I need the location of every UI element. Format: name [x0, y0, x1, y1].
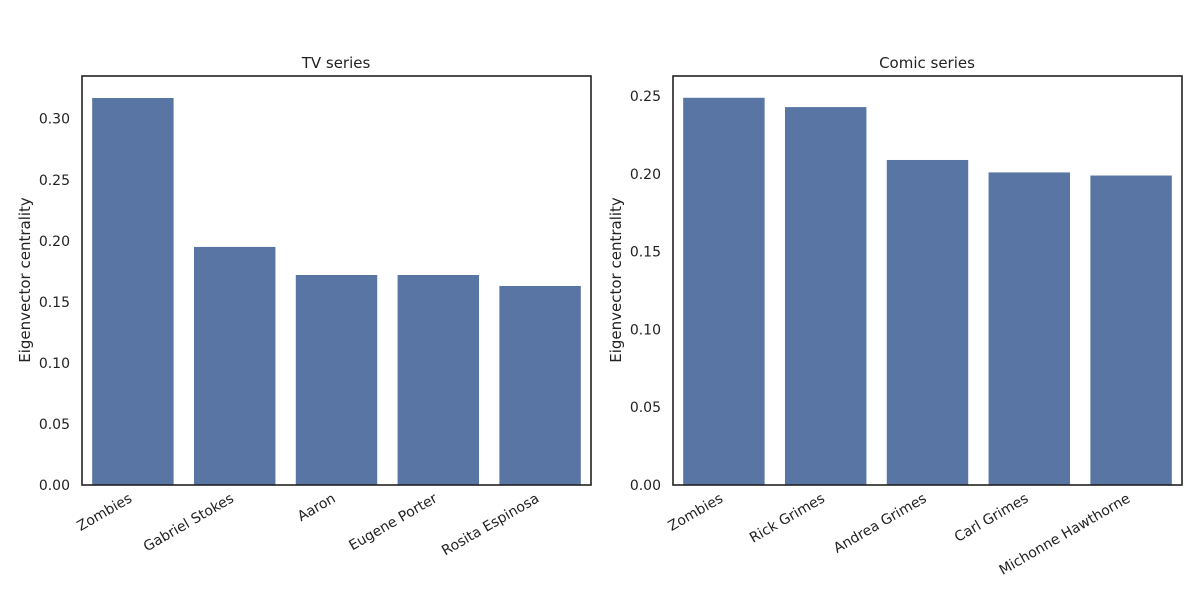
tv-y-tick-label: 0.20 — [39, 234, 70, 250]
tv-y-axis-label: Eigenvector centrality — [16, 197, 34, 363]
comic-category-label-zombies: Zombies — [666, 491, 726, 535]
comic-y-tick-label: 0.00 — [630, 478, 661, 494]
tv-bar-gabriel-stokes — [193, 246, 276, 485]
comic-category-labels: Zombies Rick Grimes Andrea Grimes Carl Grim… — [666, 491, 1134, 579]
tv-category-label-gabriel-stokes: Gabriel Stokes — [141, 491, 237, 556]
tv-bar-zombies — [92, 97, 174, 485]
tv-series-chart: TV series Eigenvector centrality 0.000.0… — [16, 54, 592, 559]
tv-category-labels: Zombies Gabriel Stokes Aaron Eugene PorterR… — [75, 490, 543, 559]
tv-bar-rosita-espinosa — [499, 285, 581, 485]
comic-bar-andrea-grimes — [886, 159, 969, 486]
comic-y-axis-label: Eigenvector centrality — [607, 197, 625, 363]
comic-y-tick-label: 0.25 — [630, 89, 661, 105]
comic-y-ticks: 0.00 0.05 0.10 0.15 0.20 0.25 — [630, 89, 661, 494]
tv-bar-aaron — [295, 275, 378, 485]
tv-category-label-eugene-porter: Eugene Porter — [346, 490, 440, 554]
comic-plot-frame — [672, 75, 1183, 486]
comic-category-label-carl-grimes: Carl Grimes — [952, 491, 1031, 546]
tv-y-tick-label: 0.15 — [39, 295, 70, 311]
comic-bar-carl-grimes — [988, 172, 1071, 485]
tv-plot-frame — [81, 75, 592, 486]
tv-y-tick-label: 0.10 — [39, 356, 70, 372]
tv-chart-title: TV series — [301, 54, 371, 72]
tv-y-ticks: 0.00 0.05 0.10 0.15 0.20 0.25 0.30 — [39, 112, 70, 494]
comic-y-tick-label: 0.10 — [630, 322, 661, 338]
comic-y-tick-label: 0.15 — [630, 245, 661, 261]
tv-y-tick-label: 0.30 — [39, 112, 70, 128]
tv-y-tick-label: 0.25 — [39, 173, 70, 189]
comic-y-tick-label: 0.20 — [630, 167, 661, 183]
comic-y-tick-label: 0.05 — [630, 400, 661, 416]
comic-bars — [683, 97, 1172, 486]
comic-category-label-rick-grimes: Rick Grimes — [747, 491, 828, 547]
tv-category-label-rosita-espinosa: Rosita Espinosa — [439, 491, 542, 560]
tv-bars — [92, 97, 581, 485]
comic-category-label-andrea-grimes: Andrea Grimes — [831, 491, 929, 557]
comic-bar-zombies — [683, 97, 765, 486]
comic-chart-title: Comic series — [879, 54, 975, 72]
comic-series-chart: Comic series Eigenvector centrality 0.00… — [607, 54, 1183, 579]
tv-y-tick-label: 0.05 — [39, 417, 70, 433]
comic-bar-rick-grimes — [784, 107, 867, 485]
tv-y-tick-label: 0.00 — [39, 478, 70, 494]
tv-category-label-zombies: Zombies — [75, 491, 135, 535]
tv-category-label-aaron: Aaron — [295, 491, 339, 525]
tv-bar-eugene-porter — [397, 275, 480, 485]
comic-bar-michonne-hawthorne — [1090, 175, 1172, 486]
